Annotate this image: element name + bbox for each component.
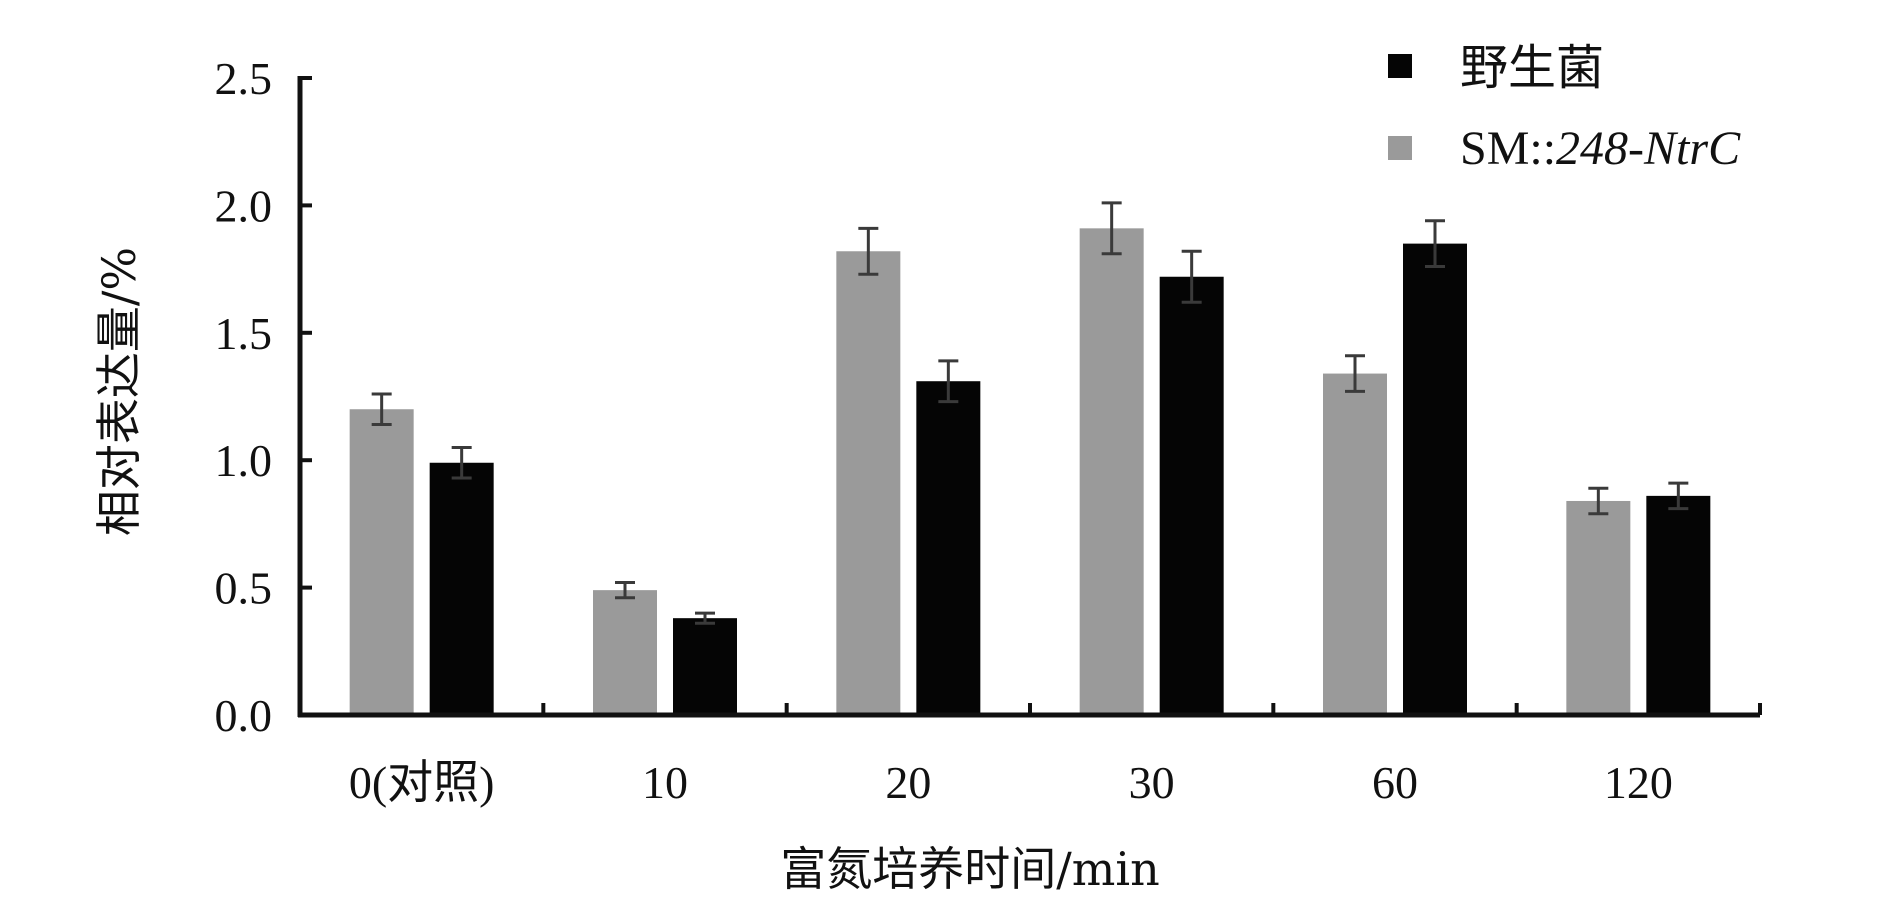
bar-wild-type	[916, 381, 981, 715]
bar-mutant	[593, 590, 657, 715]
legend-item-wild-type: 野生菌	[1388, 42, 1604, 95]
x-tick-label: 120	[1604, 757, 1673, 808]
bar-mutant	[1079, 228, 1144, 715]
bar-mutant	[836, 251, 901, 715]
x-axis-title: 富氮培养时间/min	[780, 842, 1159, 896]
legend-item-mutant: SM::248-NtrC	[1388, 122, 1741, 175]
legend-swatch-wild-type	[1388, 54, 1412, 78]
x-tick-label: 0(对照)	[349, 757, 495, 808]
y-tick-label: 2.5	[215, 53, 273, 104]
y-tick-label: 2.0	[215, 180, 273, 231]
bar-wild-type	[429, 462, 494, 715]
y-tick-label: 1.0	[215, 435, 273, 486]
bar-wild-type	[673, 618, 737, 715]
x-tick-label: 30	[1129, 757, 1175, 808]
bar-mutant	[1566, 500, 1631, 715]
legend-label-mutant-gene: 248-NtrC	[1556, 122, 1741, 175]
legend-label-wild-type: 野生菌	[1460, 42, 1604, 95]
x-tick-label: 10	[642, 757, 688, 808]
x-ticks: 0(对照) 10 20 30 60 120	[349, 703, 1762, 808]
y-axis-title: 相对表达量/%	[92, 247, 146, 536]
legend: 野生菌 SM::248-NtrC	[1388, 42, 1741, 175]
y-tick-label: 0.5	[215, 563, 273, 614]
y-ticks: 0.0 0.5 1.0 1.5 2.0 2.5	[215, 53, 312, 741]
x-tick-label: 60	[1372, 757, 1418, 808]
bars-layer	[349, 228, 1711, 715]
y-tick-label: 0.0	[215, 690, 273, 741]
bar-wild-type	[1403, 243, 1467, 715]
error-bars-layer	[371, 201, 1689, 625]
bar-wild-type	[1159, 276, 1224, 715]
legend-label-mutant: SM::248-NtrC	[1460, 122, 1741, 175]
bar-wild-type	[1646, 495, 1711, 715]
bar-mutant	[349, 409, 414, 715]
legend-swatch-mutant	[1388, 136, 1412, 160]
y-tick-label: 1.5	[215, 308, 273, 359]
bar-mutant	[1323, 373, 1387, 715]
x-tick-label: 20	[885, 757, 931, 808]
legend-label-mutant-prefix: SM::	[1460, 122, 1556, 175]
